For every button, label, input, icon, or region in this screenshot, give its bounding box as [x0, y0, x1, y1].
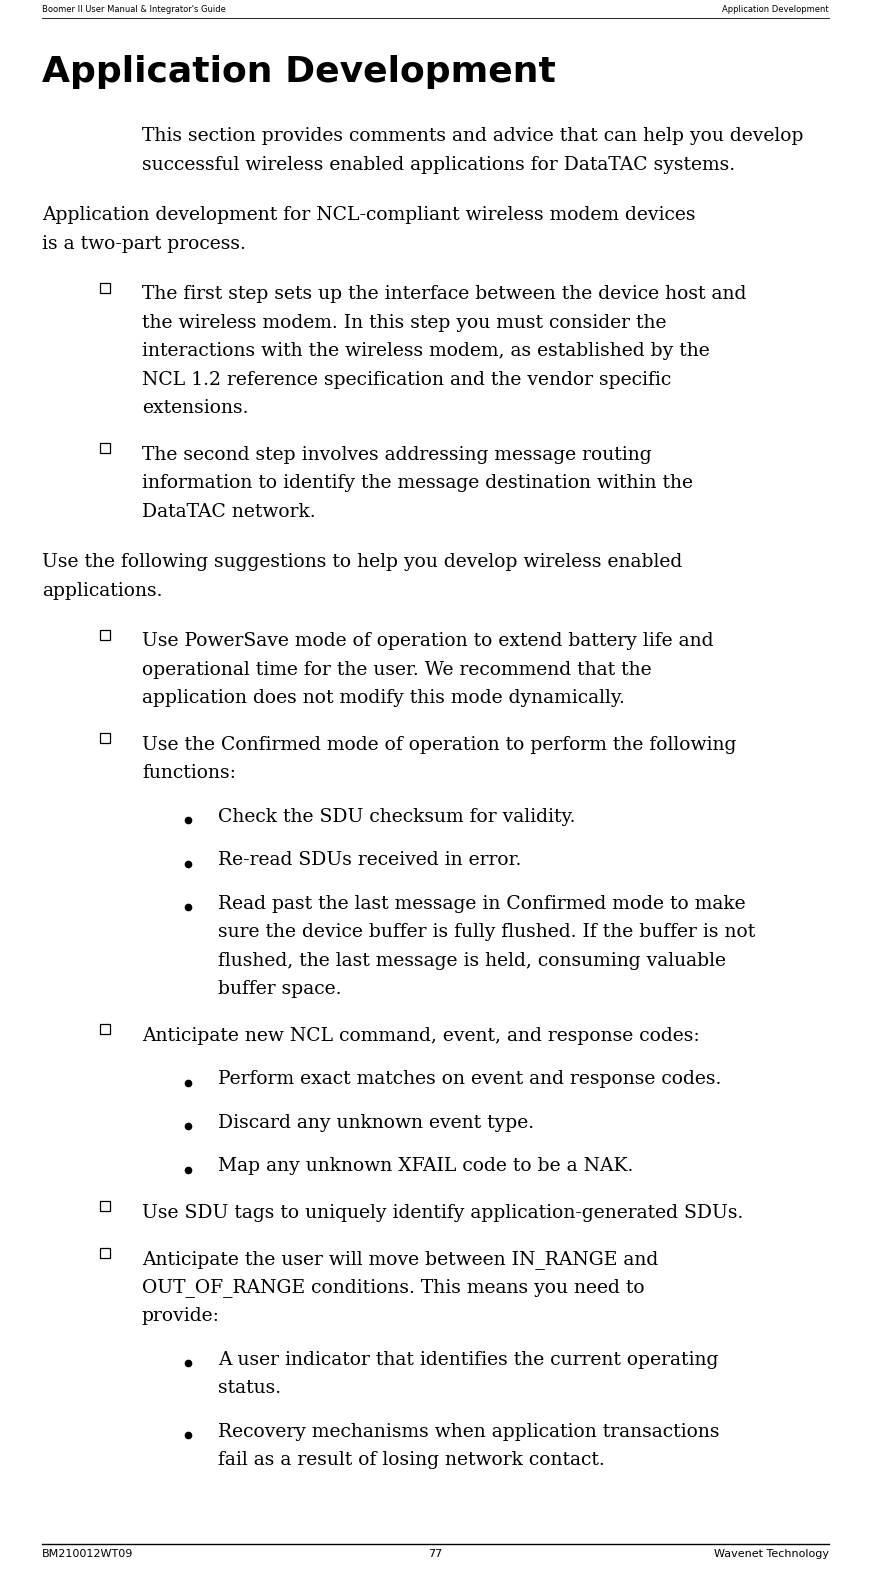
- Text: operational time for the user. We recommend that the: operational time for the user. We recomm…: [142, 660, 652, 679]
- Text: Anticipate the user will move between IN_RANGE and: Anticipate the user will move between IN…: [142, 1250, 658, 1269]
- Text: sure the device buffer is fully flushed. If the buffer is not: sure the device buffer is fully flushed.…: [218, 924, 755, 941]
- Text: status.: status.: [218, 1379, 281, 1396]
- Text: fail as a result of losing network contact.: fail as a result of losing network conta…: [218, 1451, 604, 1469]
- Text: applications.: applications.: [42, 582, 163, 599]
- Text: Wavenet Technology: Wavenet Technology: [714, 1549, 829, 1559]
- Bar: [100, 1201, 110, 1210]
- Text: NCL 1.2 reference specification and the vendor specific: NCL 1.2 reference specification and the …: [142, 370, 672, 389]
- Text: Map any unknown XFAIL code to be a NAK.: Map any unknown XFAIL code to be a NAK.: [218, 1157, 633, 1176]
- Text: Re-read SDUs received in error.: Re-read SDUs received in error.: [218, 851, 522, 868]
- Text: information to identify the message destination within the: information to identify the message dest…: [142, 474, 693, 492]
- Bar: [100, 282, 110, 293]
- Text: successful wireless enabled applications for DataTAC systems.: successful wireless enabled applications…: [142, 156, 735, 173]
- Bar: [100, 733, 110, 742]
- Text: provide:: provide:: [142, 1307, 219, 1325]
- Bar: [100, 1248, 110, 1258]
- Text: A user indicator that identifies the current operating: A user indicator that identifies the cur…: [218, 1351, 719, 1368]
- Text: BM210012WT09: BM210012WT09: [42, 1549, 133, 1559]
- Text: Anticipate new NCL command, event, and response codes:: Anticipate new NCL command, event, and r…: [142, 1026, 699, 1045]
- Text: Application Development: Application Development: [42, 55, 556, 88]
- Text: OUT_OF_RANGE conditions. This means you need to: OUT_OF_RANGE conditions. This means you …: [142, 1278, 645, 1297]
- Text: interactions with the wireless modem, as established by the: interactions with the wireless modem, as…: [142, 342, 710, 359]
- Text: Recovery mechanisms when application transactions: Recovery mechanisms when application tra…: [218, 1423, 719, 1440]
- Text: DataTAC network.: DataTAC network.: [142, 503, 315, 520]
- Text: functions:: functions:: [142, 764, 236, 782]
- Bar: [100, 629, 110, 640]
- Text: The first step sets up the interface between the device host and: The first step sets up the interface bet…: [142, 285, 746, 303]
- Text: application does not modify this mode dynamically.: application does not modify this mode dy…: [142, 689, 625, 708]
- Bar: [100, 443, 110, 452]
- Text: extensions.: extensions.: [142, 399, 248, 418]
- Text: Perform exact matches on event and response codes.: Perform exact matches on event and respo…: [218, 1070, 721, 1087]
- Text: Discard any unknown event type.: Discard any unknown event type.: [218, 1114, 534, 1132]
- Text: is a two-part process.: is a two-part process.: [42, 235, 246, 252]
- Text: Read past the last message in Confirmed mode to make: Read past the last message in Confirmed …: [218, 895, 746, 913]
- Text: Use the Confirmed mode of operation to perform the following: Use the Confirmed mode of operation to p…: [142, 736, 736, 753]
- Text: Use the following suggestions to help you develop wireless enabled: Use the following suggestions to help yo…: [42, 553, 682, 571]
- Text: flushed, the last message is held, consuming valuable: flushed, the last message is held, consu…: [218, 952, 726, 969]
- Text: Use SDU tags to uniquely identify application-generated SDUs.: Use SDU tags to uniquely identify applic…: [142, 1204, 743, 1221]
- Text: Check the SDU checksum for validity.: Check the SDU checksum for validity.: [218, 807, 576, 826]
- Text: 77: 77: [429, 1549, 442, 1559]
- Text: buffer space.: buffer space.: [218, 980, 341, 998]
- Text: Application Development: Application Development: [722, 5, 829, 14]
- Text: The second step involves addressing message routing: The second step involves addressing mess…: [142, 446, 652, 463]
- Text: Boomer II User Manual & Integrator's Guide: Boomer II User Manual & Integrator's Gui…: [42, 5, 226, 14]
- Bar: [100, 1024, 110, 1034]
- Text: Use PowerSave mode of operation to extend battery life and: Use PowerSave mode of operation to exten…: [142, 632, 713, 649]
- Text: Application development for NCL-compliant wireless modem devices: Application development for NCL-complian…: [42, 206, 696, 224]
- Text: the wireless modem. In this step you must consider the: the wireless modem. In this step you mus…: [142, 314, 666, 331]
- Text: This section provides comments and advice that can help you develop: This section provides comments and advic…: [142, 128, 804, 145]
